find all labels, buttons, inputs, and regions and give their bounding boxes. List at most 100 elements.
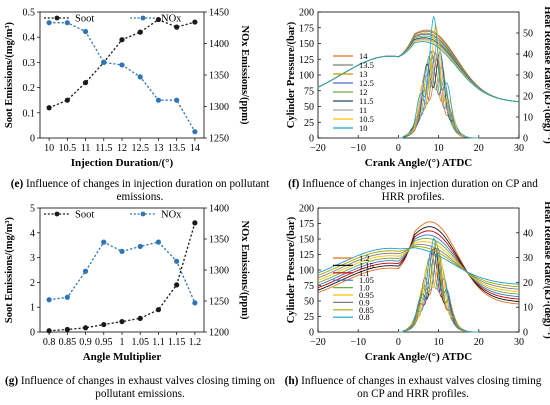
caption-h: (h) Influence of changes in exhaust valv… [280,375,546,401]
chart-g-series-line-nox [49,241,196,304]
chart-h-y-right-tick-label: 40 [523,228,533,239]
chart-g-point-soot [46,328,52,334]
chart-e-x-tick-label: 11 [81,143,91,154]
chart-g-point-nox [192,300,198,306]
chart-e-y-left-tick-label: 0 [30,134,35,145]
chart-g-x-tick-label: 0.8 [43,337,56,348]
chart-g-legend-label-nox: NOx [161,210,182,221]
chart-f-legend-label: 11.5 [359,96,374,106]
chart-h-legend-label: 0.8 [359,312,370,322]
chart-g-point-soot [155,307,162,313]
chart-f-y-right-tick-label: 0 [523,134,528,145]
chart-e-point-nox [101,59,107,65]
chart-f-y-left-tick-label: 25 [304,118,314,129]
chart-h-y-left-tick-label: 100 [299,266,314,277]
chart-g-point-soot [82,325,89,331]
caption-h-letter: (h) [284,375,299,387]
chart-f-legend-label: 10 [359,123,368,133]
chart-g-point-soot [192,220,198,226]
chart-f-pressure-curve [317,41,520,103]
chart-g-point-nox [174,258,180,264]
chart-e-point-soot [174,24,180,30]
chart-e-y-right-tick-label: 1300 [209,102,229,113]
chart-h-y-right-tick-label: 30 [523,253,533,264]
chart-g-y-left-tick-label: 0 [30,328,35,339]
chart-f-x-tick-label: 20 [474,143,484,154]
chart-g-y-right-tick-label: 1200 [209,328,229,339]
chart-e-legend-marker-soot [54,15,60,21]
chart-h-legend-label: 1.0 [359,283,370,293]
chart-h-x-tick-label: 20 [474,337,484,348]
chart-f-x-tick-label: 30 [514,143,524,154]
chart-f-y-left-tick-label: 100 [299,71,314,82]
chart-h-pressure-curve [317,221,520,305]
chart-f-y-right-tick-label: 40 [523,50,533,61]
chart-g-y-left-tick-label: 1 [30,303,35,314]
chart-h-y-left-tick-label: 150 [299,235,314,246]
chart-g-x-tick-label: 1 [120,337,125,348]
chart-g-legend-label-soot: Soot [75,210,94,221]
chart-e-y-left-tick-label: 0.2 [23,83,36,94]
chart-e-point-nox [174,97,180,103]
chart-h-pressure-curve [317,226,520,302]
chart-h-y-left-axis-title: Cylinder Pressure/(bar) [286,216,297,323]
chart-g-y-left-axis-title: Soot Emissions/(mg/m³) [4,216,15,323]
chart-e-y-right-tick-label: 1400 [209,39,229,50]
chart-e-point-nox [46,20,52,26]
chart-g-point-nox [64,294,70,300]
chart-g-y-left-tick-label: 4 [30,228,35,239]
chart-h-legend-label: 0.9 [359,297,370,307]
caption-f: (f) Influence of changes in injection du… [280,178,546,204]
chart-g-plot-frame [39,207,205,333]
chart-h-legend-label: 0.95 [359,290,374,300]
chart-e-y-left-tick-label: 0.5 [23,8,36,19]
chart-h-hrr-curve [398,248,479,333]
chart-f-y-right-axis-title: Heat Release Rate/(kJ·(deg)⁻¹) [542,6,550,144]
chart-g-point-soot [119,318,125,325]
chart-f-y-left-axis-title: Cylinder Pressure/(bar) [286,21,297,128]
chart-g-y-right-tick-label: 1350 [209,235,229,246]
chart-g-point-soot [137,315,143,321]
chart-f-y-left-tick-label: 175 [299,23,314,34]
chart-f-y-left-tick-label: 0 [309,134,314,145]
chart-e-legend-marker-nox [140,15,146,21]
chart-g-point-nox [137,243,143,250]
chart-h-y-right-tick-label: 0 [523,328,528,339]
chart-e-point-soot [46,105,52,111]
chart-f-x-tick-label: 10 [434,143,444,154]
chart-h-pressure-curve [317,244,520,290]
caption-g-text: Influence of changes in exhaust valves c… [20,375,275,400]
chart-e-point-soot [137,29,143,35]
chart-e-x-tick-label: 14 [190,143,200,154]
chart-f-y-left-tick-label: 200 [299,8,314,19]
chart-g-y-left-tick-label: 2 [30,278,35,289]
chart-e-x-tick-label: 13 [153,143,163,154]
chart-e-legend-label-soot: Soot [75,14,94,25]
chart-e-point-nox [82,28,89,35]
chart-h-pressure-curve [317,237,520,295]
chart-g-point-nox [155,239,162,245]
chart-h-x-tick-label: 0 [396,337,401,348]
chart-h-x-tick-label: −20 [310,337,326,348]
caption-g-letter: (g) [5,375,19,387]
caption-e: (e) Influence of changes in injection du… [4,178,276,204]
chart-f-y-left-tick-label: 125 [299,55,314,66]
chart-h-legend-label: 1.1 [359,268,370,278]
chart-h-hrr-curve [398,237,479,333]
chart-e-point-soot [192,19,198,25]
chart-f-legend-label: 12.5 [359,78,374,88]
chart-g-x-tick-label: 1.2 [189,337,202,348]
chart-h-hrr-curve [398,250,479,333]
chart-f-y-right-tick-label: 30 [523,71,533,82]
chart-h-legend-label: 1.05 [359,275,374,285]
chart-h-y-left-tick-label: 175 [299,219,314,230]
chart-h-y-left-tick-label: 0 [309,328,314,339]
chart-h-y-right-tick-label: 10 [523,303,533,314]
chart-g-point-nox [119,248,125,254]
chart-e-point-soot [64,97,70,103]
chart-g-y-left-tick-label: 3 [30,253,35,264]
chart-g-legend-marker-soot [54,211,60,217]
chart-h-y-right-axis-title: Heat Release Rate/(kJ·(deg)⁻¹) [542,201,550,339]
chart-e-y-left-tick-label: 0.3 [23,58,36,69]
chart-f-x-axis-title: Crank Angle/(°) ATDC [365,157,473,169]
